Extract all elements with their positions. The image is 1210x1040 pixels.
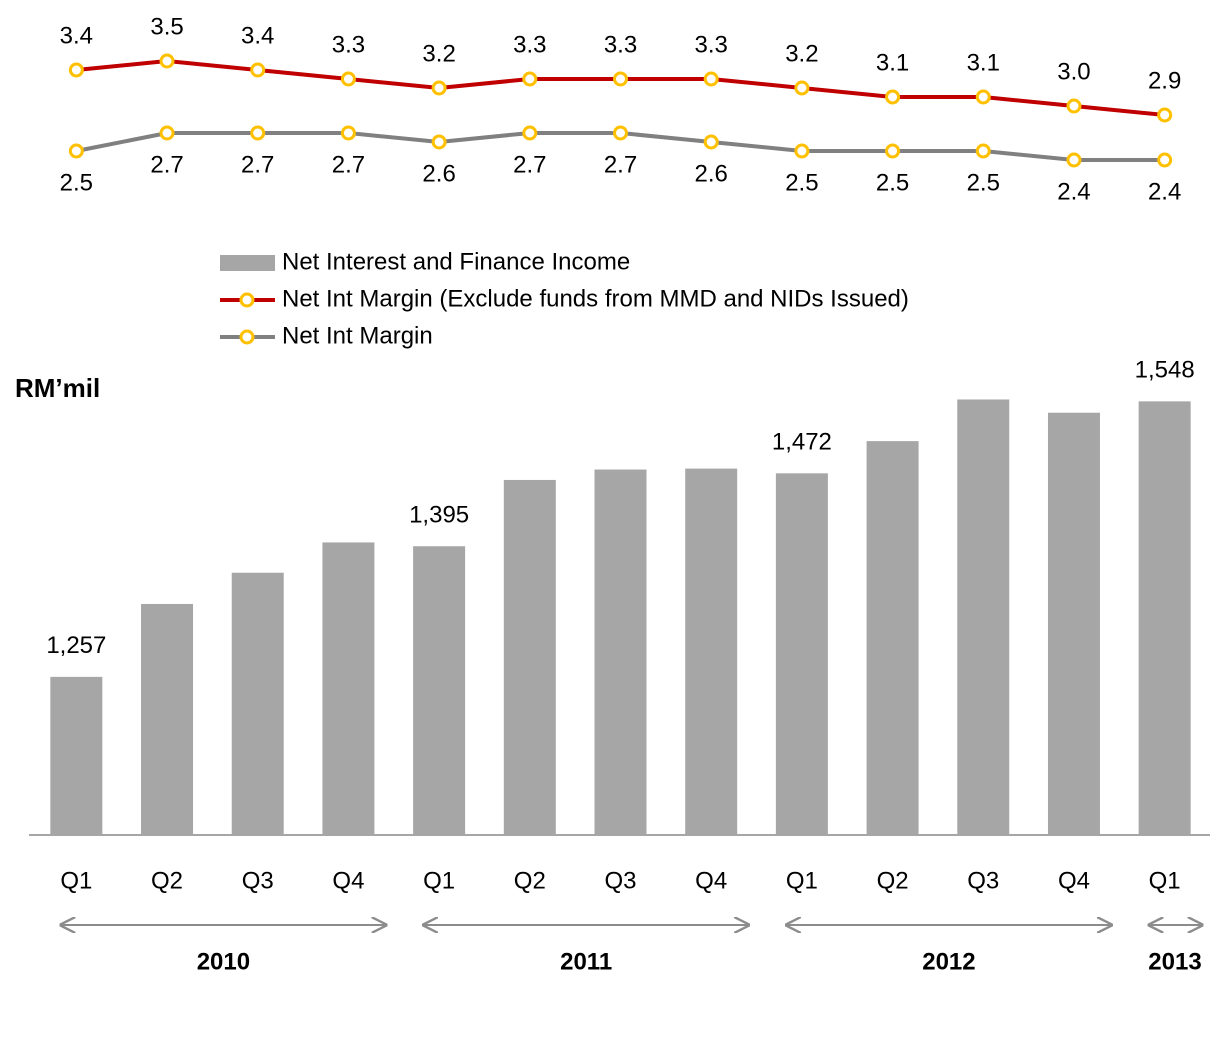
data-label: 3.3: [513, 31, 546, 58]
group-label: 2013: [1148, 948, 1201, 975]
line-marker: [431, 80, 447, 96]
x-tick-label: Q2: [151, 867, 183, 894]
data-label: 2.7: [332, 151, 365, 178]
line-marker: [1066, 98, 1082, 114]
line-marker: [159, 53, 175, 69]
data-label: 3.1: [967, 49, 1000, 76]
legend-swatch: [220, 255, 275, 271]
line-marker: [1157, 107, 1173, 123]
bar: [231, 572, 284, 835]
x-tick-label: Q1: [60, 867, 92, 894]
bar: [1047, 412, 1100, 835]
data-label: 3.3: [695, 31, 728, 58]
data-label: 3.0: [1057, 58, 1090, 85]
legend-label: Net Interest and Finance Income: [282, 248, 630, 275]
data-label: 2.4: [1148, 178, 1181, 205]
data-label: 2.5: [785, 169, 818, 196]
data-label: 1,548: [1135, 357, 1195, 384]
data-label: 2.7: [150, 151, 183, 178]
line-marker: [68, 143, 84, 159]
line-series: [76, 58, 1165, 117]
line-marker: [250, 125, 266, 141]
data-label: 1,472: [772, 429, 832, 456]
group-label: 2011: [560, 948, 612, 975]
data-label: 2.7: [604, 151, 637, 178]
bar: [141, 603, 194, 835]
group-label: 2010: [197, 948, 250, 975]
data-label: 3.1: [876, 49, 909, 76]
line-marker: [431, 134, 447, 150]
bar: [775, 473, 828, 835]
bar: [503, 479, 556, 835]
data-label: 2.7: [241, 151, 274, 178]
line-marker: [975, 89, 991, 105]
data-label: 3.5: [150, 13, 183, 40]
line-marker: [1157, 152, 1173, 168]
bar: [594, 469, 647, 835]
data-label: 2.9: [1148, 67, 1181, 94]
line-marker: [522, 125, 538, 141]
data-label: 3.4: [241, 22, 274, 49]
line-marker: [340, 125, 356, 141]
x-tick-label: Q2: [877, 867, 909, 894]
data-label: 2.6: [422, 160, 455, 187]
line-marker: [794, 143, 810, 159]
bar: [866, 441, 919, 835]
line-marker: [703, 134, 719, 150]
x-tick-label: Q3: [967, 867, 999, 894]
x-tick-label: Q3: [242, 867, 274, 894]
line-marker: [613, 125, 628, 141]
x-tick-label: Q4: [1058, 867, 1090, 894]
x-tick-label: Q1: [423, 867, 455, 894]
bar: [322, 542, 375, 835]
data-label: 2.5: [967, 169, 1000, 196]
data-label: 2.5: [60, 169, 93, 196]
x-tick-label: Q1: [786, 867, 818, 894]
data-label: 3.3: [604, 31, 637, 58]
line-marker: [1066, 152, 1082, 168]
data-label: 1,395: [409, 502, 469, 529]
bar: [957, 399, 1010, 835]
line-marker: [68, 62, 84, 78]
legend-label: Net Int Margin (Exclude funds from MMD a…: [282, 285, 909, 312]
line-marker: [885, 89, 901, 105]
line-marker: [975, 143, 991, 159]
legend-label: Net Int Margin: [282, 322, 433, 349]
data-label: 3.2: [422, 40, 455, 67]
bar: [1138, 401, 1191, 835]
line-marker: [885, 143, 901, 159]
x-tick-label: Q4: [332, 867, 364, 894]
data-label: 2.4: [1057, 178, 1090, 205]
x-tick-label: Q4: [695, 867, 727, 894]
data-label: 2.7: [513, 151, 546, 178]
data-label: 2.5: [876, 169, 909, 196]
legend-marker: [239, 292, 255, 308]
data-label: 3.2: [785, 40, 818, 67]
line-marker: [250, 62, 266, 78]
line-marker: [159, 125, 175, 141]
line-marker: [340, 71, 356, 87]
line-marker: [613, 71, 628, 87]
data-label: 3.3: [332, 31, 365, 58]
x-tick-label: Q3: [604, 867, 636, 894]
bar: [685, 468, 738, 835]
x-tick-label: Q1: [1149, 867, 1181, 894]
line-marker: [703, 71, 719, 87]
legend-marker: [239, 329, 255, 345]
group-label: 2012: [922, 948, 975, 975]
data-label: 1,257: [46, 632, 106, 659]
bar: [50, 676, 103, 835]
line-marker: [794, 80, 810, 96]
data-label: 2.6: [695, 160, 728, 187]
bar: [413, 546, 466, 835]
line-marker: [522, 71, 538, 87]
x-tick-label: Q2: [514, 867, 546, 894]
y-axis-label: RM’mil: [15, 373, 100, 403]
data-label: 3.4: [60, 22, 93, 49]
